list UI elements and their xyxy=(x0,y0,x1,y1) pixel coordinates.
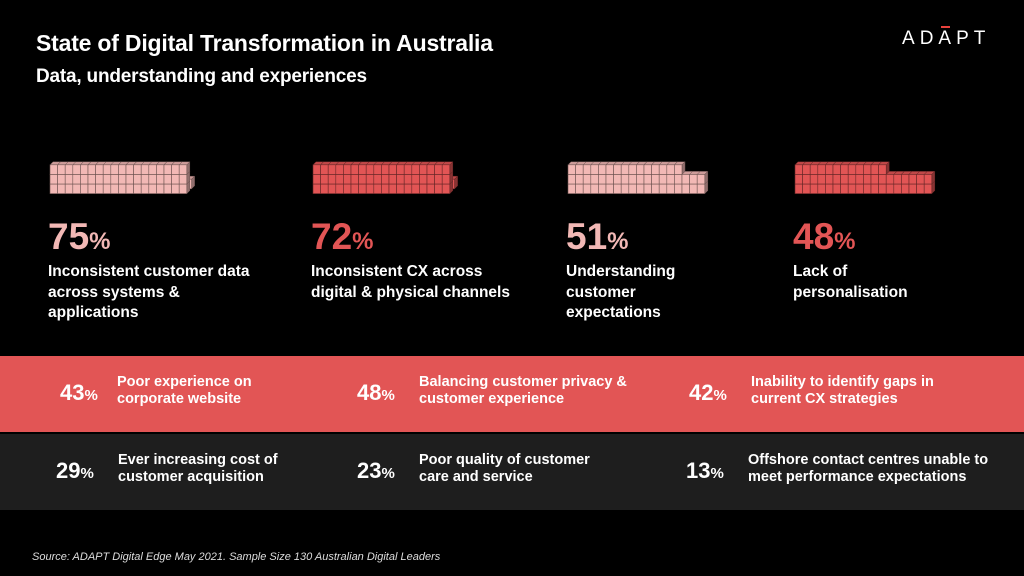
stat-percent: 75% xyxy=(48,216,111,257)
page-subtitle: Data, understanding and experiences xyxy=(36,66,367,87)
band-percent: 23% xyxy=(357,458,395,483)
stat-label: Inconsistent customer data across system… xyxy=(48,263,250,321)
band-label: Offshore contact centres unable to meet … xyxy=(748,452,989,485)
band-label: Balancing customer privacy & customer ex… xyxy=(419,374,627,407)
source-note: Source: ADAPT Digital Edge May 2021. Sam… xyxy=(32,551,441,563)
cube-mark xyxy=(696,170,709,185)
stat-label: Understanding customer expectations xyxy=(566,263,676,321)
band-percent: 13% xyxy=(686,458,724,483)
band-label: Inability to identify gaps in current CX… xyxy=(751,374,934,407)
band-percent: 43% xyxy=(60,380,98,405)
cube-mark xyxy=(178,161,191,176)
band-label: Poor experience on corporate website xyxy=(117,374,252,407)
cube-mark xyxy=(877,161,890,176)
dark-band: 29% Ever increasing cost of customer acq… xyxy=(0,434,1024,510)
cube-stack-icon xyxy=(312,161,459,195)
cube-stack-icon xyxy=(567,161,709,195)
stat-percent: 48% xyxy=(793,216,856,257)
stat-percent: 72% xyxy=(311,216,374,257)
cube-mark xyxy=(923,170,936,185)
red-band: 43% Poor experience on corporate website… xyxy=(0,356,1024,432)
band-percent: 29% xyxy=(56,458,94,483)
band-percent: 42% xyxy=(689,380,727,405)
band-label: Ever increasing cost of customer acquisi… xyxy=(118,452,278,485)
stat-label: Lack of personalisation xyxy=(793,263,908,301)
stat-percent: 51% xyxy=(566,216,629,257)
band-label: Poor quality of customer care and servic… xyxy=(419,452,590,485)
cube-stack-icon xyxy=(49,161,196,195)
adapt-logo: ADAPT xyxy=(902,28,991,49)
cube-stack-icon xyxy=(794,161,936,195)
stat-label: Inconsistent CX across digital & physica… xyxy=(311,263,510,301)
cube-mark xyxy=(441,161,454,176)
band-percent: 48% xyxy=(357,380,395,405)
cube-mark xyxy=(673,161,686,176)
page-title: State of Digital Transformation in Austr… xyxy=(36,30,493,56)
